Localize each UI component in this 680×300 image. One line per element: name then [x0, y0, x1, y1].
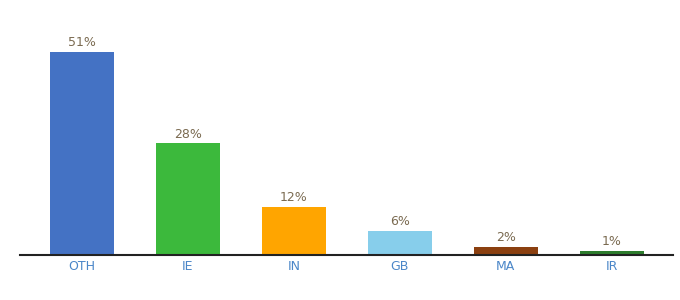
- Text: 28%: 28%: [174, 128, 202, 141]
- Text: 12%: 12%: [280, 191, 307, 204]
- Bar: [474, 247, 538, 255]
- Bar: [50, 52, 114, 255]
- Bar: [156, 143, 220, 255]
- Text: 6%: 6%: [390, 215, 410, 228]
- Text: 1%: 1%: [602, 235, 622, 248]
- Bar: [580, 251, 643, 255]
- Text: 2%: 2%: [496, 231, 515, 244]
- Bar: [262, 207, 326, 255]
- Bar: [368, 231, 432, 255]
- Text: 51%: 51%: [68, 36, 96, 49]
